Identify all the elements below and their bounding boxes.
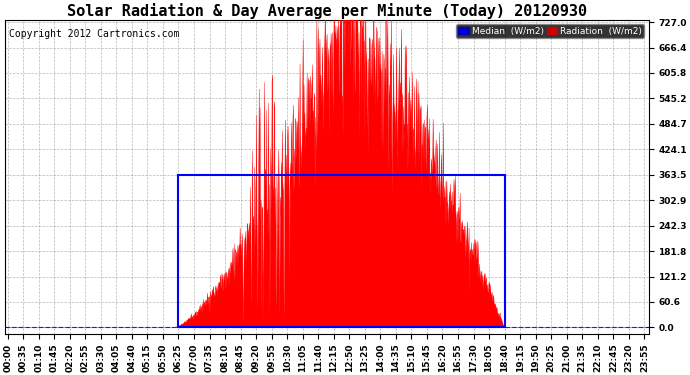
Legend: Median  (W/m2), Radiation  (W/m2): Median (W/m2), Radiation (W/m2): [456, 24, 644, 38]
Title: Solar Radiation & Day Average per Minute (Today) 20120930: Solar Radiation & Day Average per Minute…: [67, 3, 587, 19]
Text: Copyright 2012 Cartronics.com: Copyright 2012 Cartronics.com: [9, 29, 179, 39]
Bar: [179, 175, 504, 327]
